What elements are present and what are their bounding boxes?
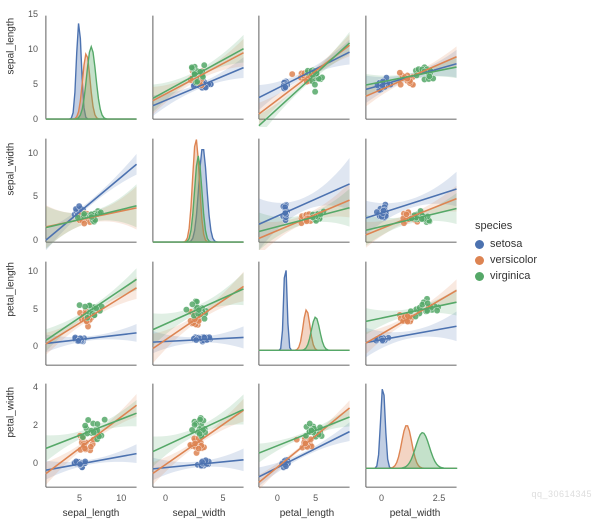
subplot-sepal_width-petal_width: [360, 133, 461, 250]
ytick: 10: [26, 148, 38, 158]
xtick: 5: [313, 493, 318, 503]
subplot-petal_length-sepal_width: [147, 256, 248, 373]
subplot-petal_length-petal_length: [253, 256, 354, 373]
xtick: 5: [77, 493, 82, 503]
subplot-petal_length-sepal_length: [40, 256, 141, 373]
ytick: 5: [26, 191, 38, 201]
legend-label: setosa: [490, 238, 522, 250]
ytick: 5: [26, 79, 38, 89]
subplot-sepal_length-petal_length: [253, 10, 354, 127]
ytick: 15: [26, 9, 38, 19]
legend-item-setosa: setosa: [475, 236, 537, 252]
legend-swatch-icon: [475, 256, 484, 265]
subplot-petal_width-sepal_width: [147, 378, 248, 495]
legend-item-virginica: virginica: [475, 268, 537, 284]
ylabel-sepal_width: sepal_width: [6, 178, 17, 196]
legend: species setosa versicolor virginica: [475, 220, 537, 284]
subplot-petal_width-sepal_length: [40, 378, 141, 495]
xtick: 0: [275, 493, 280, 503]
ytick: 0: [26, 114, 38, 124]
subplot-sepal_length-petal_width: [360, 10, 461, 127]
ytick: 10: [26, 266, 38, 276]
legend-swatch-icon: [475, 240, 484, 249]
watermark: qq_30614345: [531, 489, 592, 499]
ytick: 0: [26, 458, 38, 468]
subplot-petal_width-petal_length: [253, 378, 354, 495]
ytick: 10: [26, 44, 38, 54]
subplot-sepal_width-sepal_length: [40, 133, 141, 250]
ytick: 5: [26, 304, 38, 314]
ylabel-petal_width: petal_width: [6, 420, 17, 438]
legend-swatch-icon: [475, 272, 484, 281]
xtick: 0: [379, 493, 384, 503]
legend-title: species: [475, 220, 537, 232]
subplot-grid: [40, 10, 460, 495]
subplot-sepal_length-sepal_length: [40, 10, 141, 127]
subplot-sepal_length-sepal_width: [147, 10, 248, 127]
xlabel-sepal_width: sepal_width: [149, 508, 249, 519]
ytick: 0: [26, 341, 38, 351]
xtick: 10: [116, 493, 126, 503]
ylabel-petal_length: petal_length: [6, 299, 17, 317]
legend-label: virginica: [490, 270, 530, 282]
xtick: 5: [220, 493, 225, 503]
subplot-sepal_width-petal_length: [253, 133, 354, 250]
subplot-petal_width-petal_width: [360, 378, 461, 495]
pairgrid-figure: species setosa versicolor virginica qq_306…: [0, 0, 600, 517]
xtick: 0: [163, 493, 168, 503]
ytick: 0: [26, 235, 38, 245]
subplot-sepal_width-sepal_width: [147, 133, 248, 250]
xlabel-petal_width: petal_width: [365, 508, 465, 519]
subplot-petal_length-petal_width: [360, 256, 461, 373]
ytick: 4: [26, 382, 38, 392]
xtick: 2.5: [433, 493, 446, 503]
ytick: 2: [26, 420, 38, 430]
legend-item-versicolor: versicolor: [475, 252, 537, 268]
xlabel-sepal_length: sepal_length: [41, 508, 141, 519]
xlabel-petal_length: petal_length: [257, 508, 357, 519]
ylabel-sepal_length: sepal_length: [6, 57, 17, 75]
legend-label: versicolor: [490, 254, 537, 266]
